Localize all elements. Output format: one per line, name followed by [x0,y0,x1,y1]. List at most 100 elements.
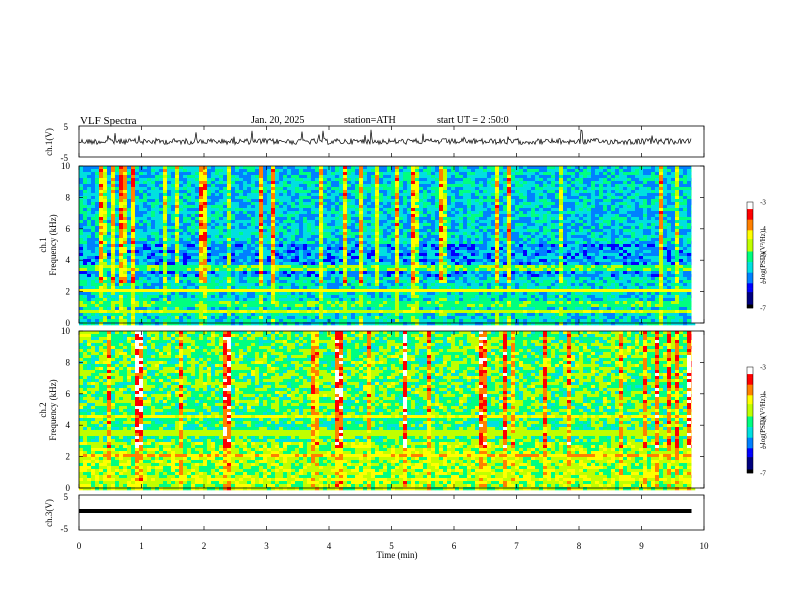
spectrogram-cell [315,199,320,203]
spectrogram-cell [299,166,304,170]
spectrogram-cell [519,208,524,212]
spectrogram-cell [435,259,440,263]
spectrogram-cell [479,238,484,242]
spectrogram-cell [515,223,520,227]
spectrogram-cell [523,193,528,197]
spectrogram-cell [455,181,460,185]
spectrogram-cell [523,256,528,260]
spectrogram-cell [339,184,344,188]
spectrogram-cell [235,196,240,200]
spectrogram-cell [183,184,188,188]
spectrogram-cell [271,202,276,206]
spectrogram-cell [215,211,220,215]
spectrogram-cell [79,235,84,239]
spectrogram-cell [575,208,580,212]
spectrogram-cell [383,238,388,242]
spectrogram-cell [347,247,352,251]
spectrogram-cell [103,262,108,266]
spectrogram-cell [647,220,652,224]
spectrogram-cell [299,196,304,200]
spectrogram-cell [563,172,568,176]
spectrogram-cell [239,193,244,197]
spectrogram-cell [315,223,320,227]
spectrogram-cell [243,241,248,245]
spectrogram-cell [427,217,432,221]
spectrogram-cell [411,244,416,248]
spectrogram-cell [275,181,280,185]
spectrogram-cell [139,187,144,191]
spectrogram-cell [195,205,200,209]
spectrogram-cell [547,199,552,203]
spectrogram-cell [375,181,380,185]
spectrogram-cell [383,181,388,185]
spectrogram-cell [431,187,436,191]
spectrogram-cell [203,211,208,215]
spectrogram-cell [667,199,672,203]
spectrogram-cell [595,166,600,170]
spectrogram-cell [259,223,264,227]
spectrogram-cell [591,226,596,230]
spectrogram-cell [511,259,516,263]
spectrogram-cell [131,205,136,209]
spectrogram-cell [455,199,460,203]
spectrogram-cell [643,172,648,176]
spectrogram-cell [555,193,560,197]
spectrogram-cell [143,169,148,173]
spectrogram-cell [623,172,628,176]
spectrogram-cell [571,202,576,206]
spectrogram-cell [151,202,156,206]
spectrogram-cell [215,232,220,236]
spectrogram-cell [307,187,312,191]
spectrogram-cell [363,178,368,182]
spectrogram-cell [271,241,276,245]
spectrogram-cell [487,232,492,236]
spectrogram-cell [267,244,272,248]
spectrogram-cell [455,232,460,236]
spectrogram-cell [251,190,256,194]
spectrogram-cell [223,202,228,206]
spectrogram-cell [643,196,648,200]
spectrogram-cell [555,187,560,191]
spectrogram-cell [615,241,620,245]
spectrogram-cell [235,241,240,245]
spectrogram-cell [495,238,500,242]
spectrogram-cell [571,259,576,263]
spectrogram-cell [435,256,440,260]
spectrogram-cell [687,190,692,194]
spectrogram-cell [403,205,408,209]
spectrogram-cell [655,211,660,215]
spectrogram-cell [231,253,236,257]
spectrogram-cell [611,250,616,254]
spectrogram-cell [155,229,160,233]
spectrogram-cell [543,256,548,260]
spectrogram-cell [271,220,276,224]
spectrogram-cell [211,172,216,176]
spectrogram-cell [387,220,392,224]
spectrogram-cell [387,241,392,245]
spectrogram-cell [251,178,256,182]
spectrogram-cell [107,217,112,221]
spectrogram-cell [619,223,624,227]
spectrogram-cell [247,214,252,218]
spectrogram-cell [539,193,544,197]
spectrogram-cell [479,241,484,245]
spectrogram-cell [223,232,228,236]
spectrogram-cell [315,235,320,239]
spectrogram-cell [255,169,260,173]
spectrogram-cell [635,259,640,263]
spectrogram-cell [343,235,348,239]
spectrogram-cell [495,181,500,185]
spectrogram-cell [343,220,348,224]
spectrogram-cell [515,190,520,194]
spectrogram-cell [615,199,620,203]
spectrogram-cell [207,178,212,182]
spectrogram-cell [675,187,680,191]
spectrogram-cell [395,199,400,203]
spectrogram-cell [271,181,276,185]
spectrogram-cell [603,196,608,200]
spectrogram-cell [195,175,200,179]
spectrogram-cell [479,232,484,236]
spectrogram-cell [183,214,188,218]
spectrogram-cell [487,214,492,218]
spectrogram-cell [439,178,444,182]
